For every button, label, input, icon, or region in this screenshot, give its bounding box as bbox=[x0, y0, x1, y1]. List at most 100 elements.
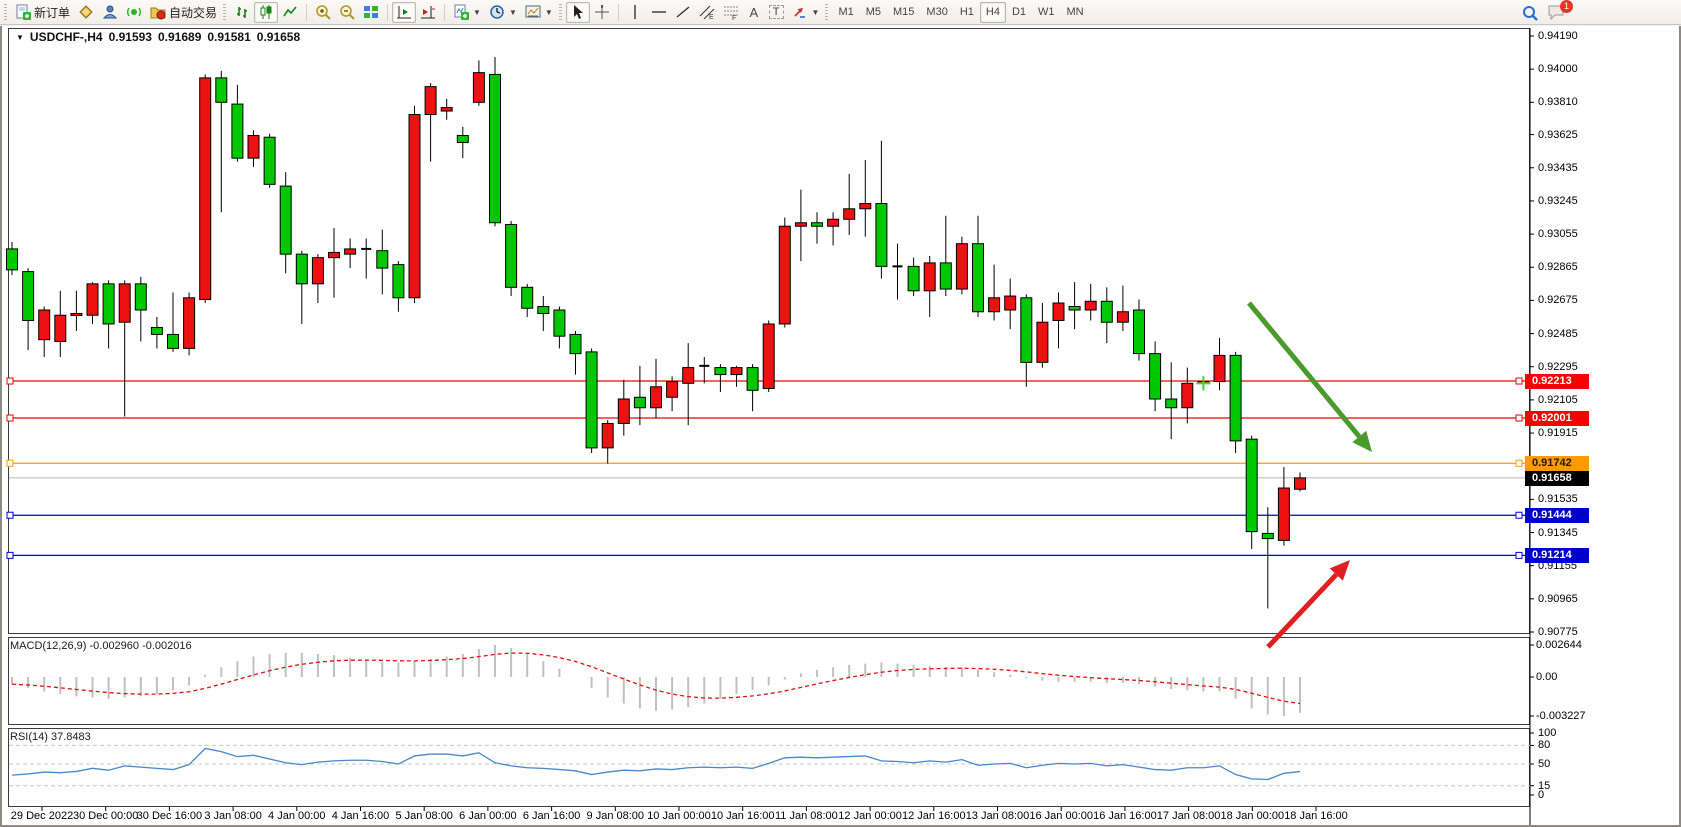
timeframe-m15[interactable]: M15 bbox=[893, 6, 915, 18]
horizontal-line-object[interactable] bbox=[6, 414, 1530, 422]
tile-windows-icon bbox=[363, 4, 379, 20]
horizontal-line-object[interactable] bbox=[6, 511, 1530, 519]
user-icon bbox=[102, 4, 118, 20]
chart-candles-button[interactable] bbox=[254, 1, 279, 23]
horizontal-line-icon bbox=[651, 4, 667, 20]
chart-window[interactable]: ▼ USDCHF-,H4 0.91593 0.91689 0.91581 0.9… bbox=[0, 26, 1681, 827]
hline-tool-button[interactable] bbox=[647, 2, 671, 23]
time-axis-label: 16 Jan 16:00 bbox=[1093, 810, 1157, 822]
price-axis-label: 0.91535 bbox=[1538, 493, 1578, 506]
dropdown-arrow-icon: ▼ bbox=[473, 7, 481, 17]
label-tool-button[interactable]: T bbox=[765, 2, 788, 23]
candlestick-chart-icon bbox=[258, 4, 274, 20]
horizontal-line-object[interactable] bbox=[6, 551, 1530, 559]
notifications-icon[interactable]: 1 bbox=[1547, 0, 1573, 21]
fibonacci-icon: F bbox=[723, 4, 739, 22]
autoscroll-icon bbox=[396, 4, 412, 20]
arrow-objects-icon bbox=[792, 4, 808, 20]
indicators-icon bbox=[453, 4, 470, 20]
chart-line-button[interactable] bbox=[278, 2, 302, 23]
periods-button[interactable]: ▼ bbox=[485, 2, 521, 23]
timeframe-h4[interactable]: H4 bbox=[979, 1, 1006, 23]
time-axis-label: 18 Jan 16:00 bbox=[1284, 810, 1348, 822]
time-axis[interactable]: 29 Dec 2022 30 Dec 00:00 30 Dec 16:00 3 Jan… bbox=[8, 807, 1530, 825]
hline-price-badge: 0.92213 bbox=[1525, 374, 1589, 390]
profile-button[interactable] bbox=[98, 2, 122, 23]
price-axis-label: 0.93625 bbox=[1538, 128, 1578, 141]
dropdown-arrow-icon: ▼ bbox=[508, 7, 517, 17]
autotrade-label: 自动交易 bbox=[169, 5, 218, 20]
rsi-value: 37.8483 bbox=[50, 731, 91, 743]
rsi-axis-label: 100 bbox=[1538, 727, 1557, 739]
trendline-tool-button[interactable] bbox=[671, 2, 695, 23]
vline-tool-button[interactable] bbox=[623, 2, 647, 23]
candles[interactable] bbox=[6, 56, 1306, 609]
fibonacci-tool-button[interactable]: F bbox=[719, 2, 743, 23]
macd-panel[interactable] bbox=[8, 637, 1530, 725]
cursor-tool-button[interactable] bbox=[565, 1, 590, 23]
price-axis-label: 0.93245 bbox=[1538, 194, 1578, 207]
templates-button[interactable]: ▼ bbox=[521, 2, 557, 23]
price-axis-label: 0.92485 bbox=[1538, 327, 1578, 340]
signals-button[interactable] bbox=[122, 2, 146, 23]
autoscroll-button[interactable] bbox=[392, 1, 417, 23]
timeframe-d1[interactable]: D1 bbox=[1011, 6, 1027, 18]
timeframe-w1[interactable]: W1 bbox=[1038, 6, 1055, 18]
time-axis-label: 6 Jan 16:00 bbox=[522, 810, 581, 822]
channel-tool-button[interactable]: E bbox=[695, 2, 719, 23]
zoom-out-button[interactable] bbox=[335, 2, 359, 23]
rsi-series bbox=[9, 744, 1530, 787]
price-axis-label: 0.94190 bbox=[1538, 30, 1578, 42]
price-axis-label: 0.93435 bbox=[1538, 161, 1578, 174]
dropdown-arrow-icon: ▼ bbox=[544, 7, 553, 17]
indicators-button[interactable]: ▼ bbox=[449, 2, 485, 23]
price-close: 0.91658 bbox=[256, 30, 301, 44]
new-order-button[interactable]: 新订单 bbox=[11, 2, 74, 23]
autotrade-button[interactable]: 自动交易 bbox=[146, 2, 221, 23]
dropdown-arrow-icon: ▼ bbox=[811, 7, 820, 17]
price-high: 0.91689 bbox=[157, 30, 202, 44]
macd-axis-label: 0.00 bbox=[1536, 670, 1558, 683]
timeframe-m30[interactable]: M30 bbox=[926, 6, 948, 18]
time-axis-label: 11 Jan 08:00 bbox=[774, 810, 838, 822]
chart-menu-icon[interactable]: ▼ bbox=[16, 32, 24, 42]
time-axis-label: 4 Jan 00:00 bbox=[268, 810, 326, 822]
current-price-badge: 0.91658 bbox=[1525, 470, 1589, 486]
zoom-in-button[interactable] bbox=[311, 2, 335, 23]
price-open: 0.91593 bbox=[108, 30, 152, 44]
time-axis-label: 9 Jan 08:00 bbox=[586, 810, 645, 822]
crosshair-tool-button[interactable] bbox=[590, 2, 614, 23]
horizontal-line-object[interactable] bbox=[6, 459, 1530, 467]
search-icon[interactable] bbox=[1521, 4, 1538, 21]
history-center-button[interactable] bbox=[74, 2, 98, 23]
time-axis-label: 10 Jan 00:00 bbox=[647, 810, 711, 822]
price-axis-label: 0.90775 bbox=[1538, 626, 1578, 638]
timeframe-m1[interactable]: M1 bbox=[838, 6, 854, 18]
tile-windows-button[interactable] bbox=[359, 2, 383, 23]
toolbar-grip bbox=[4, 4, 7, 20]
plus-marker[interactable] bbox=[1196, 376, 1211, 391]
time-axis-label: 12 Jan 16:00 bbox=[901, 810, 966, 822]
price-axis-label: 0.90965 bbox=[1538, 592, 1578, 605]
macd-axis-label: -0.003227 bbox=[1536, 710, 1586, 722]
symbol-period: USDCHF-,H4 bbox=[29, 30, 103, 44]
macd-signal-value: -0.002016 bbox=[142, 640, 192, 652]
timeframe-h1[interactable]: H1 bbox=[959, 6, 974, 18]
signal-icon bbox=[126, 4, 142, 20]
time-axis-label: 17 Jan 08:00 bbox=[1156, 810, 1221, 822]
rsi-panel[interactable] bbox=[8, 728, 1530, 807]
timeframe-mn[interactable]: MN bbox=[1066, 6, 1084, 18]
time-axis-label: 18 Jan 00:00 bbox=[1220, 810, 1285, 822]
arrows-tool-button[interactable]: ▼ bbox=[788, 2, 824, 23]
chart-bars-button[interactable] bbox=[230, 2, 254, 23]
svg-text:E: E bbox=[709, 14, 714, 20]
time-axis-label: 29 Dec 2022 bbox=[10, 810, 74, 822]
timeframe-m5[interactable]: M5 bbox=[865, 6, 882, 18]
time-axis-label: 12 Jan 00:00 bbox=[838, 810, 902, 822]
price-axis-label: 0.93810 bbox=[1538, 96, 1578, 109]
gold-book-icon bbox=[78, 4, 94, 20]
chart-canvas[interactable] bbox=[2, 26, 1681, 827]
macd-main-value: -0.002960 bbox=[89, 640, 140, 652]
chart-shift-button[interactable] bbox=[416, 2, 440, 23]
text-tool-button[interactable]: A bbox=[743, 2, 765, 23]
